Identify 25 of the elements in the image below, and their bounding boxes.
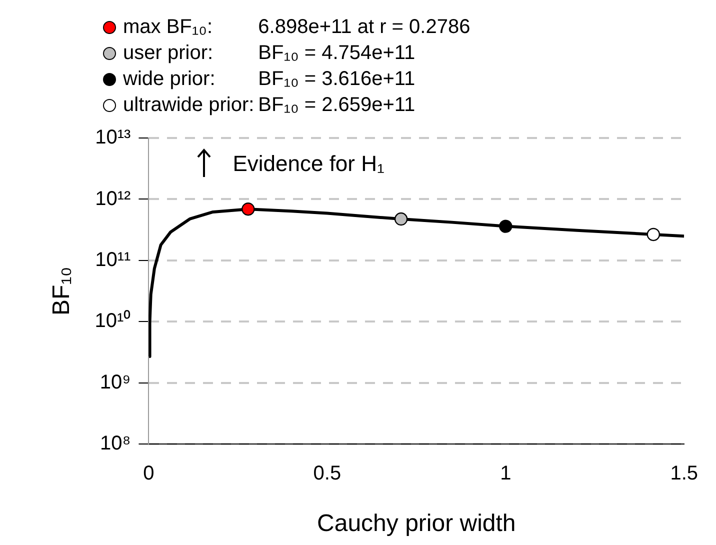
x-tick-label: 1.5 xyxy=(670,462,698,485)
y-tick-label: 10¹¹ xyxy=(95,248,132,271)
y-tick-label: 10¹⁰ xyxy=(94,309,131,332)
point xyxy=(242,202,255,216)
point xyxy=(394,212,408,226)
y-tick-label: 10⁸ xyxy=(100,432,131,455)
point xyxy=(646,228,660,242)
text: 6.898e+11 at r = 0.2786 xyxy=(258,15,470,40)
y-axis-title: BF₁₀ xyxy=(48,266,76,316)
legend-label: wide prior: xyxy=(123,67,216,92)
y-tick-label: 10¹³ xyxy=(95,126,132,149)
legend-label: ultrawide prior: xyxy=(123,93,254,118)
text: BF₁₀ = 4.754e+11 xyxy=(258,41,416,66)
legend-label: user prior: xyxy=(123,41,214,66)
y-tick-label: 10⁹ xyxy=(100,371,131,394)
x-tick-label: 0.5 xyxy=(313,462,342,485)
x-tick-label: 1 xyxy=(500,462,512,485)
text: BF₁₀ = 2.659e+11 xyxy=(258,93,416,118)
legend-label: max BF₁₀: xyxy=(123,15,214,40)
annotation: Evidence for H₁ xyxy=(232,151,384,176)
x-axis-title: Cauchy prior width xyxy=(317,510,516,538)
text: BF₁₀ = 3.616e+11 xyxy=(258,67,416,92)
x-tick-label: 0 xyxy=(143,462,154,485)
y-tick-label: 10¹² xyxy=(95,188,132,210)
point xyxy=(499,220,512,233)
